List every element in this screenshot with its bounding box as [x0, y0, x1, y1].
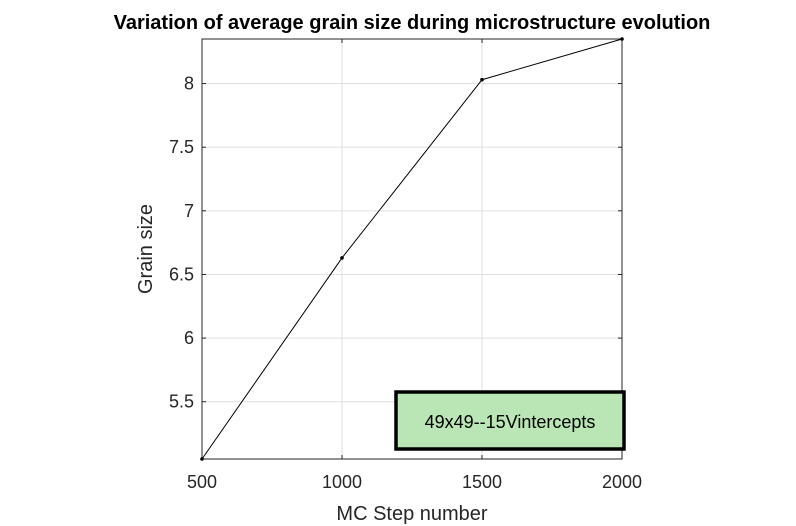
annotation-text: 49x49--15Vintercepts — [425, 412, 596, 432]
y-tick-label: 7.5 — [169, 137, 194, 157]
y-tick-label: 6 — [184, 328, 194, 348]
y-tick-label: 6.5 — [169, 264, 194, 284]
x-tick-label: 1500 — [462, 472, 502, 492]
x-axis-label: MC Step number — [336, 503, 488, 525]
annotation-box: 49x49--15Vintercepts — [394, 390, 626, 451]
y-axis-label: Grain size — [135, 204, 157, 294]
series-line — [201, 38, 623, 460]
x-tick-label: 500 — [187, 472, 217, 492]
x-tick-label: 1000 — [322, 472, 362, 492]
y-tick-label: 5.5 — [169, 392, 194, 412]
x-tick-labels: 500 1000 1500 2000 — [187, 472, 642, 492]
data-point — [200, 457, 204, 461]
data-point — [480, 77, 484, 82]
axes-box — [201, 38, 623, 460]
chart-title: Variation of average grain size during m… — [114, 12, 711, 34]
y-tick-label: 7 — [184, 201, 194, 221]
y-tick-labels: 5.5 6 6.5 7 7.5 8 — [169, 74, 194, 412]
data-point — [340, 256, 344, 260]
y-tick-label: 8 — [184, 74, 194, 94]
annotation-background — [394, 390, 626, 451]
plot-area — [202, 39, 622, 459]
series-layer — [200, 37, 624, 461]
x-tick-label: 2000 — [602, 472, 642, 492]
data-point — [620, 37, 624, 41]
